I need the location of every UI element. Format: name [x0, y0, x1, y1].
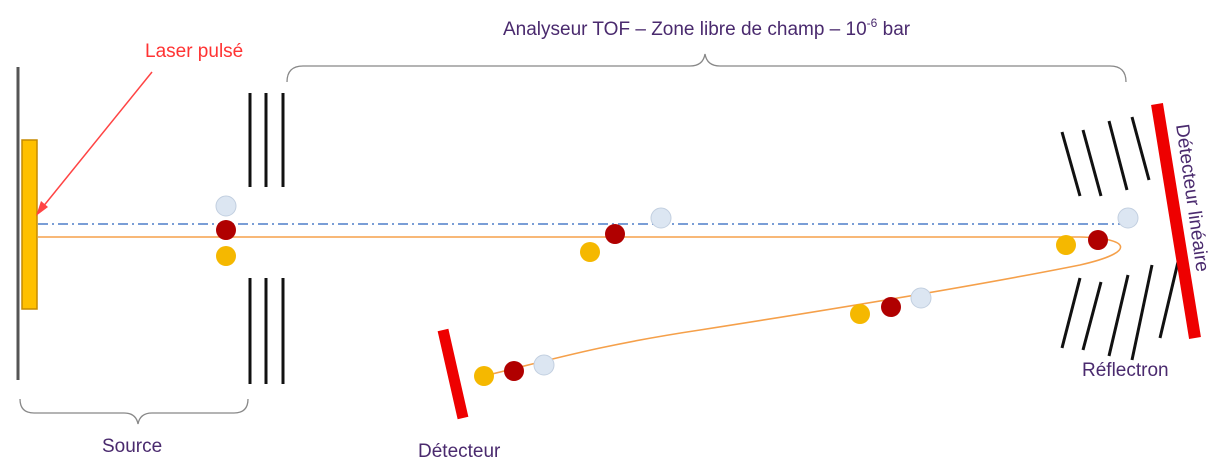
ion-beam-path — [38, 236, 1122, 378]
ion-red — [605, 224, 625, 244]
ion-yellow — [474, 366, 494, 386]
ion-blue — [1117, 207, 1139, 229]
ion-yellow — [1056, 235, 1076, 255]
ion-yellow — [216, 246, 236, 266]
ions-reflectron — [1056, 207, 1139, 255]
ions-return — [850, 287, 932, 324]
laser-arrowhead — [36, 201, 48, 216]
source-label: Source — [102, 436, 162, 457]
analyzer-label-unit: bar — [877, 19, 910, 40]
ions-drift — [580, 207, 672, 262]
ion-blue — [533, 354, 555, 376]
ion-blue — [650, 207, 672, 229]
ion-yellow — [850, 304, 870, 324]
laser-label: Laser pulsé — [145, 41, 243, 62]
laser-arrow — [41, 71, 153, 209]
ions-source — [215, 195, 237, 266]
reflectron-grids — [1060, 116, 1180, 361]
detector-label: Détecteur — [418, 441, 501, 459]
analyzer-label: Analyseur TOF – Zone libre de champ – 10… — [503, 16, 911, 40]
source-bracket — [19, 398, 249, 425]
detector-bar — [437, 328, 469, 420]
ion-red — [216, 220, 236, 240]
ion-red — [1088, 230, 1108, 250]
ion-yellow — [580, 242, 600, 262]
ion-red — [504, 361, 524, 381]
analyzer-label-main: Analyseur TOF – Zone libre de champ – 10 — [503, 19, 867, 40]
source-grids — [248, 93, 285, 384]
analyzer-label-exponent: -6 — [867, 16, 878, 30]
ions-detector — [474, 354, 555, 386]
sample-target — [21, 139, 38, 310]
analyzer-bracket — [286, 53, 1127, 83]
ion-blue — [215, 195, 237, 217]
reflectron-label: Réflectron — [1082, 360, 1169, 381]
linear-detector-bar — [1151, 103, 1201, 339]
ion-red — [881, 297, 901, 317]
ion-blue — [910, 287, 932, 309]
